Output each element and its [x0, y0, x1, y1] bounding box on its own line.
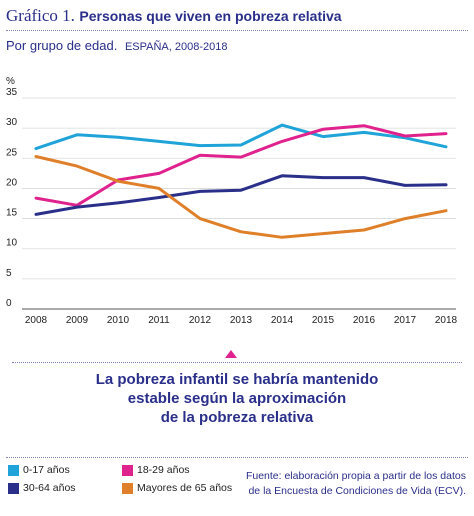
- y-tick-label: 0: [6, 298, 12, 309]
- legend-label-18-29: 18-29 años: [137, 464, 190, 476]
- y-tick-label: 25: [6, 147, 18, 158]
- x-tick-label: 2017: [394, 315, 417, 326]
- x-tick-label: 2013: [230, 315, 253, 326]
- legend-item-30-64: 30-64 años: [8, 482, 76, 494]
- legend-item-0-17: 0-17 años: [8, 464, 70, 476]
- title-divider: [6, 30, 468, 31]
- subtitle-meta: ESPAÑA, 2008-2018: [124, 41, 228, 53]
- callout-marker-icon: [225, 350, 237, 358]
- legend-swatch-30-64: [8, 482, 19, 494]
- legend-swatch-0-17: [8, 464, 19, 476]
- legend-item-65plus: Mayores de 65 años: [122, 482, 232, 494]
- y-tick-label: 35: [6, 87, 18, 98]
- x-tick-label: 2014: [271, 315, 294, 326]
- x-tick-label: 2012: [189, 315, 212, 326]
- legend-swatch-18-29: [122, 464, 133, 476]
- source-note: Fuente: elaboración propia a partir de l…: [246, 469, 466, 499]
- source-line-2: de la Encuesta de Condiciones de Vida (E…: [248, 485, 466, 497]
- x-tick-label: 2018: [435, 315, 458, 326]
- legend-label-30-64: 30-64 años: [23, 482, 76, 494]
- y-tick-label: 10: [6, 238, 18, 249]
- legend-label-65plus: Mayores de 65 años: [137, 482, 233, 494]
- x-tick-label: 2009: [66, 315, 89, 326]
- y-tick-label: 15: [6, 208, 18, 219]
- series-line-0: [34, 123, 448, 151]
- subtitle-text: Por grupo de edad.: [6, 38, 118, 53]
- line-chart: % 0 5 10 15 20 25 30 35 2008 2009 2010 2011 2012 2013 2…: [6, 76, 458, 326]
- title-text: Personas que viven en pobreza relativa: [79, 8, 342, 24]
- y-tick-label: 20: [6, 177, 18, 188]
- title-prefix: Gráfico 1.: [6, 6, 75, 25]
- legend-item-18-29: 18-29 años: [122, 464, 190, 476]
- bottom-divider: [6, 457, 468, 458]
- chart-title: Gráfico 1. Personas que viven en pobreza…: [6, 6, 468, 30]
- source-line-1: Fuente: elaboración propia a partir de l…: [245, 470, 466, 482]
- series-line-3: [34, 155, 448, 239]
- legend-label-0-17: 0-17 años: [23, 464, 70, 476]
- y-tick-label: 5: [6, 268, 12, 279]
- y-axis-label: %: [6, 76, 15, 87]
- x-tick-label: 2011: [148, 315, 170, 326]
- series-line-2: [34, 174, 448, 216]
- legend-swatch-65plus: [122, 482, 133, 494]
- chart-subtitle: Por grupo de edad. ESPAÑA, 2008-2018: [6, 38, 227, 53]
- y-tick-label: 30: [6, 117, 18, 128]
- x-tick-label: 2015: [312, 315, 335, 326]
- callout-divider: [12, 362, 462, 363]
- callout-line-3: de la pobreza relativa: [160, 409, 314, 426]
- callout-text: La pobreza infantil se habría mantenido …: [40, 370, 434, 427]
- x-tick-label: 2008: [25, 315, 48, 326]
- callout-line-2: estable según la aproximación: [127, 390, 347, 407]
- x-tick-label: 2010: [107, 315, 130, 326]
- series-line-1: [34, 124, 448, 207]
- x-tick-label: 2016: [353, 315, 376, 326]
- callout-line-1: La pobreza infantil se habría mantenido: [95, 371, 379, 388]
